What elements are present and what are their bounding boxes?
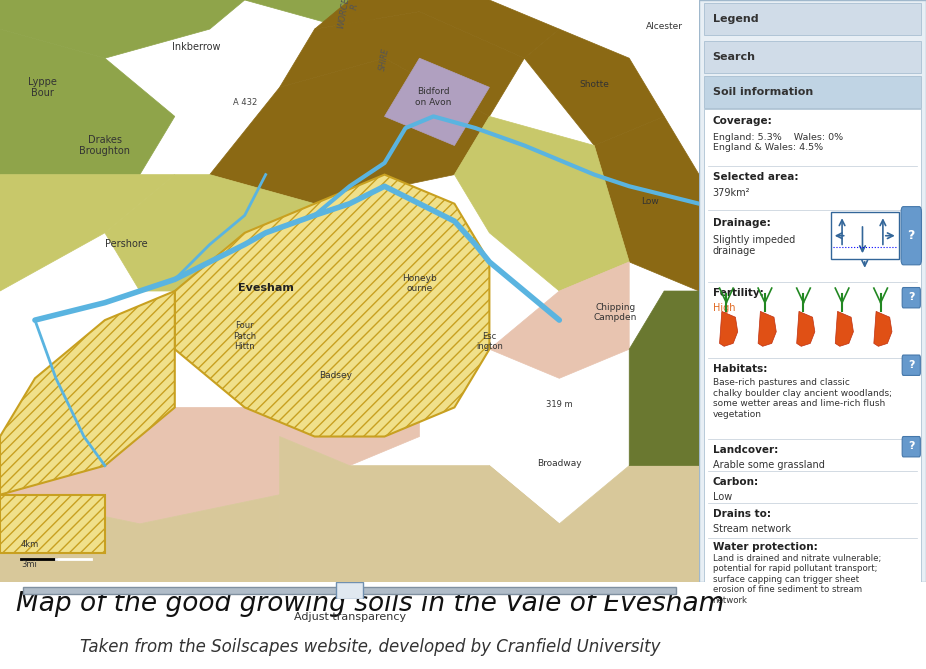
Text: Legend: Legend	[713, 14, 758, 24]
Text: Carbon:: Carbon:	[713, 477, 759, 487]
Text: A 432: A 432	[232, 98, 257, 107]
FancyBboxPatch shape	[901, 207, 921, 265]
Text: Inkberrow: Inkberrow	[171, 41, 220, 52]
Bar	[704, 76, 921, 108]
Polygon shape	[0, 29, 175, 175]
Text: Lyppe
Bour: Lyppe Bour	[28, 76, 56, 98]
Text: 319 m: 319 m	[546, 401, 572, 409]
Text: Pershore: Pershore	[105, 240, 147, 250]
Text: Drains to:: Drains to:	[713, 509, 770, 519]
Bar	[336, 582, 363, 599]
Text: High: High	[713, 303, 735, 313]
Text: 379km²: 379km²	[713, 188, 750, 198]
Text: Honeyb
ourne: Honeyb ourne	[402, 274, 437, 293]
Text: Broadway: Broadway	[537, 459, 582, 468]
Polygon shape	[455, 116, 630, 291]
Text: Evesham: Evesham	[238, 283, 294, 293]
Text: Water protection:: Water protection:	[713, 543, 818, 553]
Text: SHIRE: SHIRE	[378, 47, 391, 72]
Text: Search: Search	[713, 52, 756, 62]
Polygon shape	[874, 311, 892, 347]
Text: 4km: 4km	[21, 540, 39, 549]
Polygon shape	[0, 291, 175, 495]
Text: Selected area:: Selected area:	[713, 172, 798, 182]
Text: Drainage:: Drainage:	[713, 218, 770, 228]
Text: Soil information: Soil information	[713, 87, 813, 96]
Polygon shape	[0, 495, 105, 553]
Text: ?: ?	[908, 442, 915, 452]
Text: WORCESTE
R: WORCESTE R	[336, 0, 363, 31]
Bar	[704, 3, 921, 35]
Text: Land is drained and nitrate vulnerable;
potential for rapid pollutant transport;: Land is drained and nitrate vulnerable; …	[713, 554, 882, 605]
Polygon shape	[489, 466, 699, 582]
Text: Base-rich pastures and classic
chalky boulder clay ancient woodlands;
some wette: Base-rich pastures and classic chalky bo…	[713, 379, 892, 419]
Text: Taken from the Soilscapes website, developed by Cranfield University: Taken from the Soilscapes website, devel…	[81, 638, 660, 656]
FancyBboxPatch shape	[902, 355, 920, 375]
Polygon shape	[835, 311, 854, 347]
Bar	[831, 213, 899, 259]
Polygon shape	[209, 58, 489, 203]
Polygon shape	[0, 495, 280, 582]
Bar	[23, 587, 676, 594]
Polygon shape	[630, 291, 699, 466]
Text: Landcover:: Landcover:	[713, 446, 778, 455]
Text: Chipping
Campden: Chipping Campden	[594, 302, 637, 322]
Bar	[704, 109, 921, 582]
Polygon shape	[384, 58, 489, 145]
Text: Badsey: Badsey	[319, 371, 352, 380]
Polygon shape	[0, 407, 280, 524]
Text: Alcester: Alcester	[645, 22, 682, 31]
Polygon shape	[244, 0, 419, 29]
Polygon shape	[524, 29, 664, 145]
Polygon shape	[315, 0, 559, 58]
Polygon shape	[105, 175, 315, 291]
Text: Fertility:: Fertility:	[713, 288, 764, 298]
FancyBboxPatch shape	[902, 437, 920, 457]
Text: Coverage:: Coverage:	[713, 116, 772, 126]
Polygon shape	[796, 311, 815, 347]
Text: Map of the good growing soils in the Vale of Evesham: Map of the good growing soils in the Val…	[17, 591, 724, 617]
Polygon shape	[758, 311, 776, 347]
Polygon shape	[0, 175, 175, 291]
Text: Low: Low	[713, 492, 732, 502]
Text: Low: Low	[642, 197, 659, 205]
Text: ?: ?	[907, 229, 915, 242]
Text: Stream network: Stream network	[713, 524, 791, 534]
Text: Adjust transparency: Adjust transparency	[294, 612, 406, 622]
Text: Drakes
Broughton: Drakes Broughton	[80, 134, 131, 157]
Text: ?: ?	[908, 292, 915, 302]
Text: 3mi: 3mi	[21, 561, 37, 569]
Text: ?: ?	[908, 360, 915, 370]
Text: Four
Patch
Hittn: Four Patch Hittn	[233, 321, 257, 351]
Polygon shape	[280, 437, 559, 582]
Text: Bidford
on Avon: Bidford on Avon	[415, 88, 452, 107]
Polygon shape	[280, 349, 419, 466]
Polygon shape	[0, 0, 244, 58]
Polygon shape	[720, 311, 738, 347]
FancyBboxPatch shape	[902, 288, 920, 308]
Text: Shotte: Shotte	[580, 80, 609, 89]
Polygon shape	[175, 175, 489, 437]
Polygon shape	[594, 116, 699, 291]
Bar	[704, 41, 921, 73]
Text: Habitats:: Habitats:	[713, 364, 767, 374]
Text: Esc
ington: Esc ington	[476, 332, 503, 351]
Text: England: 5.3%    Wales: 0%
England & Wales: 4.5%: England: 5.3% Wales: 0% England & Wales:…	[713, 132, 843, 152]
Text: Slightly impeded
drainage: Slightly impeded drainage	[713, 235, 795, 256]
Polygon shape	[489, 262, 630, 378]
Text: Arable some grassland: Arable some grassland	[713, 460, 825, 470]
Polygon shape	[280, 11, 524, 116]
